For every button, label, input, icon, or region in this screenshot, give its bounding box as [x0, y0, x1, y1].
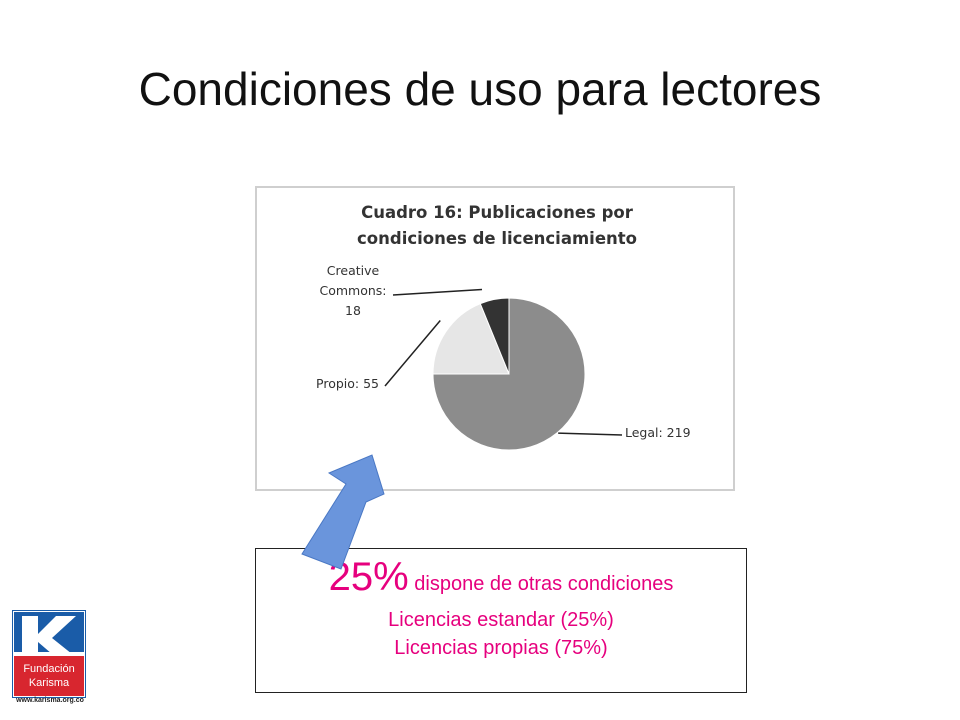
fundacion-karisma-logo: Fundación Karisma [11, 609, 87, 699]
pie-slices [432, 297, 586, 451]
pie-chart-panel: Cuadro 16: Publicaciones por condiciones… [255, 186, 735, 491]
pie-label-legal-leader [558, 432, 623, 436]
callout-headline-text: dispone de otras condiciones [408, 573, 674, 595]
callout-box: 25% dispone de otras condiciones Licenci… [255, 548, 747, 693]
callout-line-2: Licencias propias (75%) [394, 637, 608, 659]
karisma-logo-icon: Fundación Karisma [11, 609, 87, 699]
chart-title-line-1: Cuadro 16: Publicaciones por [361, 203, 634, 222]
slide-title: Condiciones de uso para lectores [138, 63, 822, 115]
pie-label-creative-commons-leader [392, 288, 483, 296]
pie-label-propio: Propio: 55 [316, 376, 379, 391]
callout-headline: 25% dispone de otras condiciones [256, 555, 746, 600]
callout-percent: 25% [328, 555, 409, 599]
pie-chart: Cuadro 16: Publicaciones por condiciones… [316, 203, 691, 451]
pie-slice-propio [432, 302, 510, 375]
pie-label-legal: Legal: 219 [625, 425, 691, 440]
pie-label-propio-leader [384, 320, 441, 387]
logo-line-1: Fundación [23, 663, 74, 675]
pie-label-creative-commons: Creative Commons: 18 [319, 263, 386, 318]
pie-slice-creative-commons [479, 297, 510, 375]
chart-title-line-2: condiciones de licenciamiento [357, 229, 637, 248]
logo-url: www.karisma.org.co [16, 697, 84, 704]
pie-labels: Legal: 219 Propio: 55 Creative Commons: 18 [316, 263, 691, 440]
logo-line-2: Karisma [29, 677, 70, 689]
callout-line-1: Licencias estandar (25%) [388, 609, 614, 631]
pie-slice-legal [432, 297, 586, 451]
